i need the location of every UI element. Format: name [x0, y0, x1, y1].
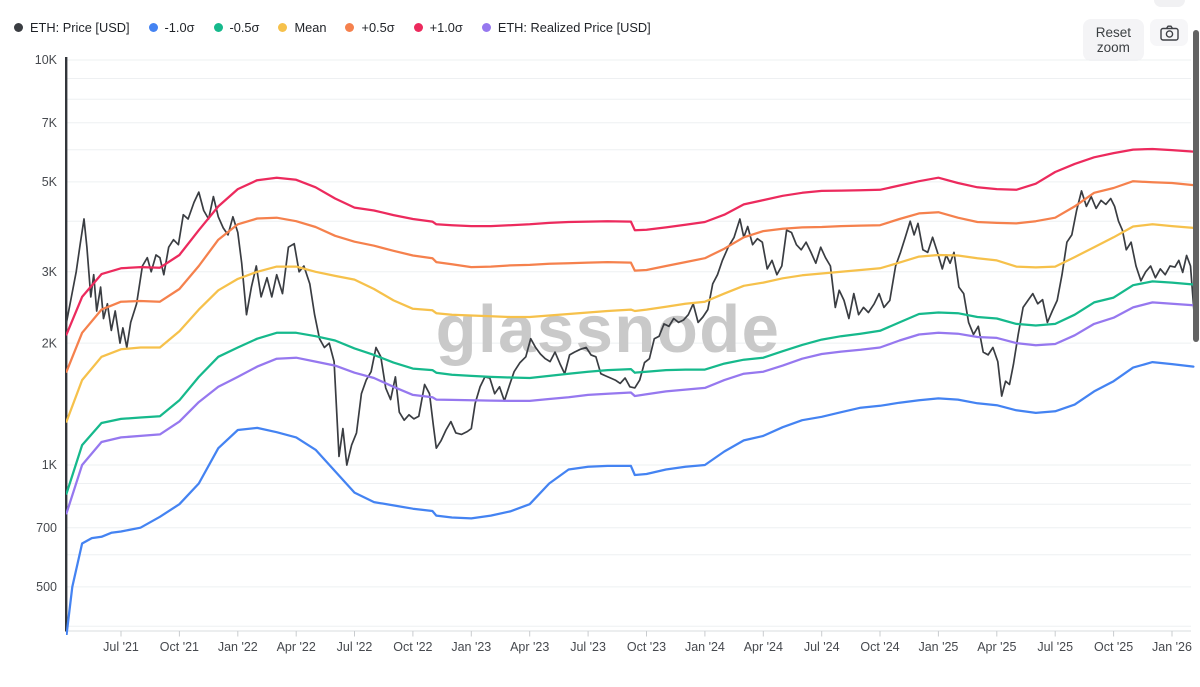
legend-item-label: ETH: Realized Price [USD]	[497, 20, 651, 35]
legend-item-label: ETH: Price [USD]	[30, 20, 130, 35]
y-axis-label: 2K	[42, 336, 58, 350]
legend-item[interactable]: +1.0σ	[413, 20, 463, 35]
x-axis-label: Jan '25	[918, 640, 958, 654]
x-axis-label: Oct '25	[1094, 640, 1133, 654]
legend-dot-icon	[345, 23, 355, 32]
legend-item[interactable]: ETH: Realized Price [USD]	[481, 20, 651, 35]
legend-item-label: +1.0σ	[429, 20, 463, 35]
x-axis-label: Oct '24	[860, 640, 899, 654]
y-axis-label: 10K	[35, 53, 58, 67]
x-axis-label: Apr '25	[977, 640, 1016, 654]
x-axis-label: Jan '23	[451, 640, 491, 654]
y-axis-label: 3K	[42, 265, 58, 279]
camera-button[interactable]	[1150, 19, 1188, 46]
series-mean	[66, 223, 1195, 423]
legend-dot-icon	[14, 23, 23, 32]
x-axis-label: Jul '23	[570, 640, 606, 654]
legend-item-label: Mean	[294, 20, 327, 35]
legend-dot-icon	[413, 23, 423, 32]
legend-item-label: -0.5σ	[229, 20, 260, 35]
series-0-5	[66, 280, 1195, 495]
legend-item[interactable]: -1.0σ	[148, 20, 195, 35]
x-axis-label: Oct '23	[627, 640, 666, 654]
series-1-0	[66, 147, 1195, 336]
legend-dot-icon	[278, 23, 288, 32]
x-axis-label: Apr '23	[510, 640, 549, 654]
series-0-5	[66, 180, 1195, 373]
glassnode-watermark: glassnode	[436, 292, 781, 367]
legend-item[interactable]: -0.5σ	[213, 20, 260, 35]
x-axis-label: Oct '22	[393, 640, 432, 654]
x-axis-label: Jul '25	[1037, 640, 1073, 654]
series-eth-price-usd	[66, 190, 1195, 466]
x-axis-label: Apr '24	[744, 640, 783, 654]
x-axis-label: Oct '21	[160, 640, 199, 654]
legend-dot-icon	[148, 23, 158, 32]
y-axis-label: 700	[36, 521, 57, 535]
x-axis-label: Jul '24	[804, 640, 840, 654]
legend-dot-icon	[213, 23, 223, 32]
x-axis-label: Jan '22	[218, 640, 258, 654]
legend-item-label: +0.5σ	[361, 20, 395, 35]
y-axis-label: 500	[36, 580, 57, 594]
x-axis-label: Jan '24	[685, 640, 725, 654]
x-axis-label: Jul '22	[337, 640, 373, 654]
x-axis-label: Jan '26	[1152, 640, 1192, 654]
series-1-0	[66, 360, 1195, 635]
reset-zoom-button[interactable]: Reset zoom	[1082, 19, 1144, 61]
camera-icon	[1159, 25, 1179, 41]
y-axis-label: 7K	[42, 116, 58, 130]
legend-dot-icon	[481, 23, 491, 32]
legend-item-label: -1.0σ	[164, 20, 195, 35]
x-axis-label: Jul '21	[103, 640, 139, 654]
chart-legend: ETH: Price [USD] -1.0σ -0.5σ Mean +0.5σ +1.0σ…	[14, 20, 651, 35]
x-axis-label: Apr '22	[277, 640, 316, 654]
y-axis-label: 5K	[42, 175, 58, 189]
vertical-scrollbar[interactable]	[1193, 30, 1199, 342]
y-axis-label: 1K	[42, 458, 58, 472]
legend-item[interactable]: +0.5σ	[345, 20, 395, 35]
series-eth-realized-price-usd	[66, 301, 1195, 515]
legend-item[interactable]: Mean	[278, 20, 326, 35]
partial-toolbar-button	[1154, 0, 1185, 7]
legend-item[interactable]: ETH: Price [USD]	[14, 20, 130, 35]
